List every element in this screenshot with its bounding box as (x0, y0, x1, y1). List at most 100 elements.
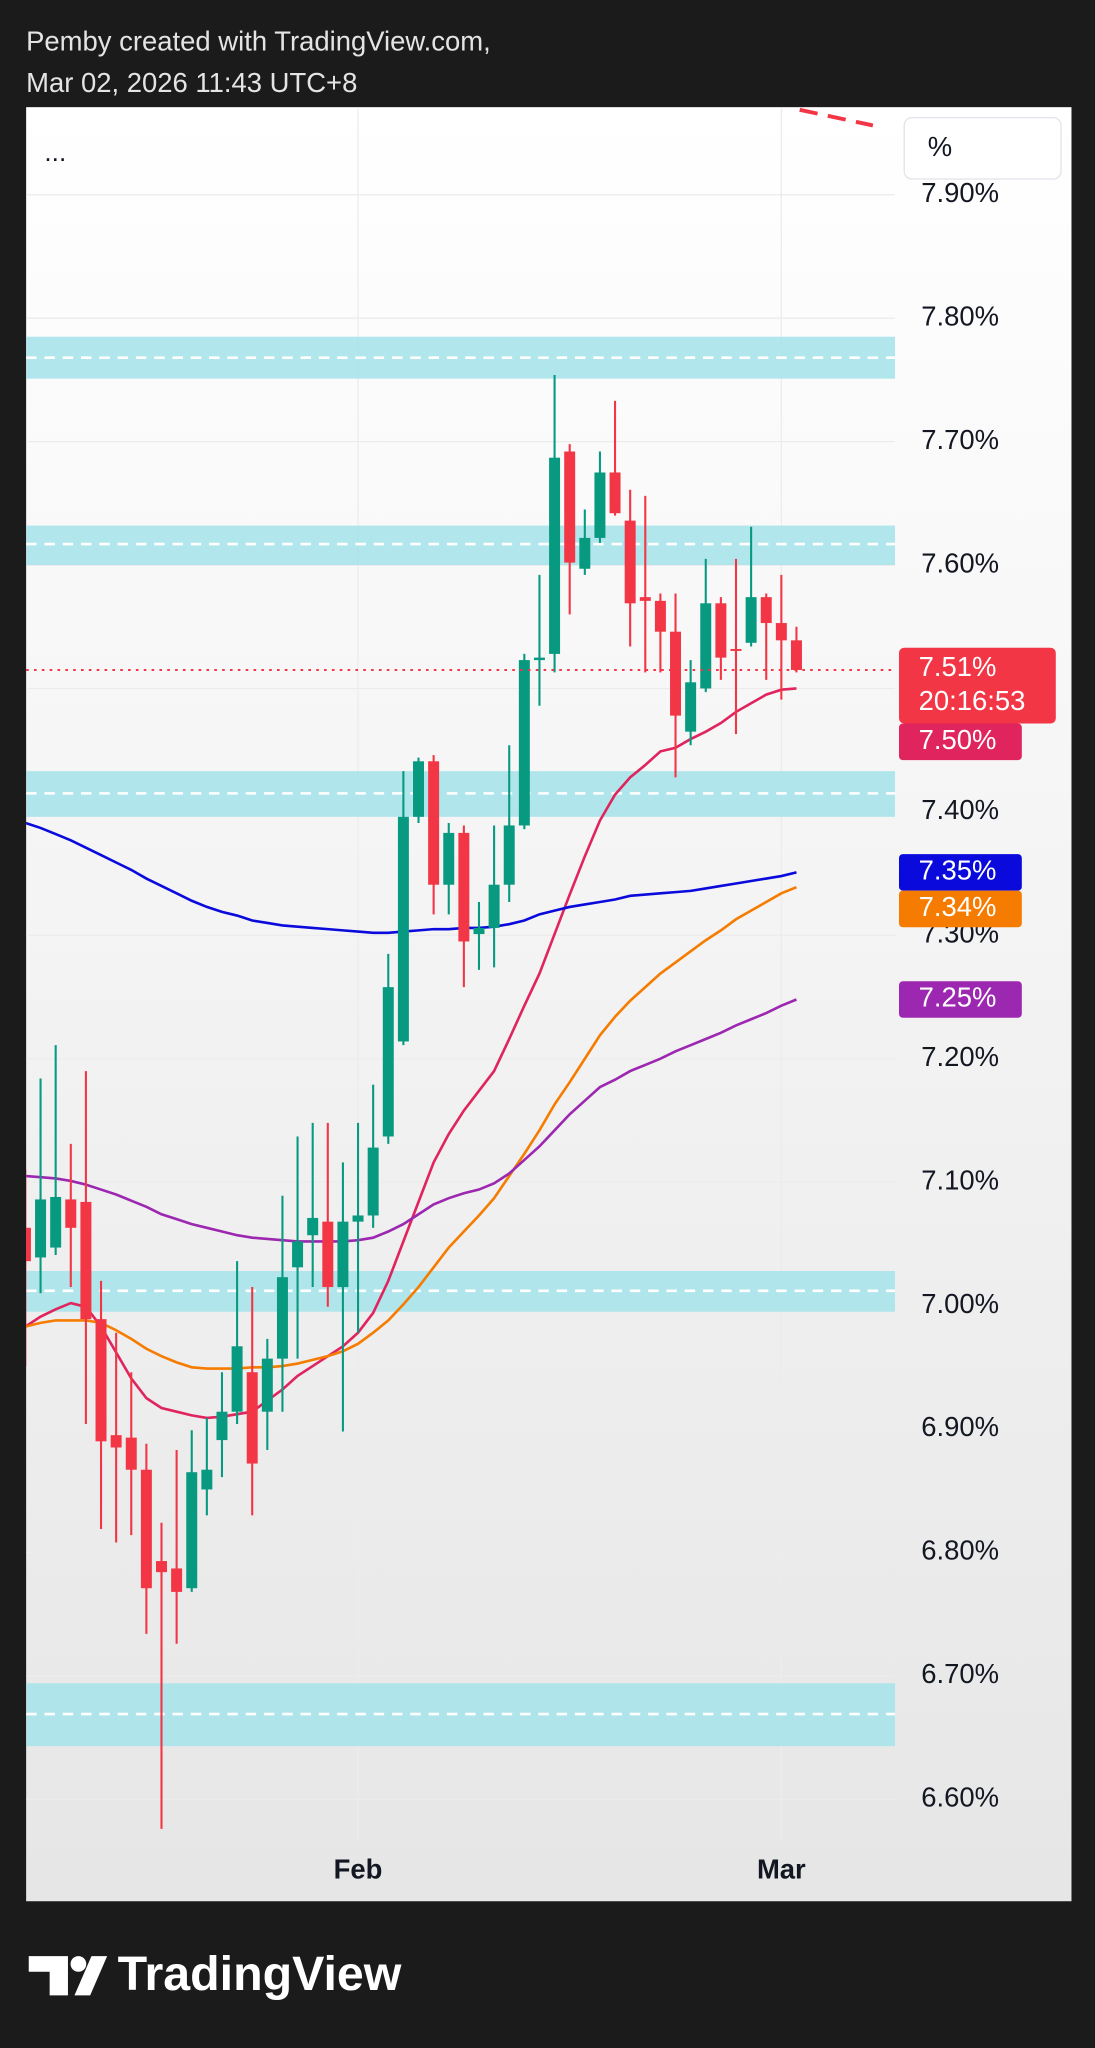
moving-average (26, 885, 797, 1370)
candle-body (503, 825, 515, 885)
candle-body (397, 816, 409, 1042)
candle-body (549, 457, 561, 654)
ma-label: 7.25% (919, 982, 997, 1013)
trend-line (799, 107, 874, 128)
ma-label: 7.50% (919, 724, 997, 755)
candle-body (624, 520, 636, 604)
candle-body (156, 1561, 167, 1573)
candle-body (745, 597, 757, 643)
candle-body (730, 648, 742, 651)
candle-body (700, 603, 712, 689)
logo: TradingView (28, 1947, 402, 2001)
candle-body (428, 761, 440, 885)
plot-area (26, 107, 896, 1843)
last-price-label: 7.51% (919, 651, 997, 682)
price-axis: 6.60%6.70%6.80%6.90%7.00%7.10%7.20%7.30%… (898, 177, 1056, 1812)
candle-body (670, 631, 682, 716)
candle-body (292, 1241, 304, 1268)
candle-body (488, 884, 500, 928)
candle-body (322, 1221, 334, 1288)
candle-body (50, 1196, 62, 1248)
unit-box[interactable] (903, 116, 1062, 180)
candle-body (382, 987, 394, 1137)
countdown-label: 20:16:53 (919, 685, 1026, 716)
ma-label-box (898, 890, 1022, 928)
candle-body (367, 1147, 379, 1216)
moving-average (26, 687, 797, 1420)
y-tick-label: 6.70% (921, 1658, 999, 1689)
header-line: Mar 02, 2026 11:43 UTC+8 (26, 67, 357, 98)
ma-label-box (898, 723, 1022, 761)
candle-body (685, 682, 697, 732)
candle-body (639, 597, 651, 601)
candle-body (65, 1199, 77, 1228)
logo-mark (28, 1956, 68, 1996)
unit-label: % (928, 131, 952, 162)
candle-body (80, 1201, 92, 1320)
y-tick-label: 7.10% (921, 1164, 999, 1195)
candle-body (533, 657, 545, 661)
candle-body (171, 1568, 183, 1592)
candle-body (352, 1215, 364, 1222)
candle-body (140, 1469, 152, 1589)
candle-body (307, 1217, 319, 1236)
candle-body (473, 927, 485, 935)
y-tick-label: 7.90% (921, 177, 999, 208)
candle-body (110, 1435, 122, 1448)
y-tick-label: 6.90% (921, 1411, 999, 1442)
candle-body (760, 597, 772, 624)
zone (26, 336, 896, 379)
x-tick-label: Feb (334, 1853, 383, 1884)
ma-label-box (898, 854, 1022, 891)
ma-label: 7.35% (919, 855, 997, 886)
candle-body (186, 1472, 198, 1589)
candle-body (276, 1277, 288, 1359)
candle-body (125, 1437, 137, 1470)
moving-average (26, 821, 797, 935)
y-tick-label: 7.80% (921, 300, 999, 331)
zone (26, 1271, 896, 1312)
y-tick-label: 6.60% (921, 1781, 999, 1812)
logo-dot (70, 1956, 87, 1972)
candle-body (443, 832, 455, 885)
candle-body (594, 472, 606, 538)
candle-body (579, 537, 591, 569)
y-tick-label: 7.40% (921, 794, 999, 825)
candle-body (413, 761, 424, 817)
candle-body (26, 1227, 31, 1262)
candle-body (261, 1358, 273, 1412)
chart-panel (26, 107, 1072, 1902)
candle-body (654, 600, 666, 632)
y-tick-label: 7.00% (921, 1288, 999, 1319)
logo-slash (74, 1956, 108, 1996)
zone (26, 771, 896, 817)
logo-text: TradingView (118, 1947, 402, 2001)
candle-body (201, 1469, 213, 1490)
moving-average (26, 998, 797, 1243)
candle-body (231, 1346, 243, 1412)
ma-label-box (898, 981, 1022, 1018)
candle-body (246, 1372, 258, 1464)
y-tick-label: 7.60% (921, 547, 999, 578)
last-price-box (898, 647, 1056, 724)
candle-body (518, 660, 530, 826)
candle-body (564, 451, 576, 563)
candle-body (95, 1319, 107, 1442)
x-tick-label: Mar (757, 1853, 806, 1884)
candle-body (715, 603, 727, 658)
ma-label: 7.34% (919, 891, 997, 922)
y-tick-label: 7.70% (921, 424, 999, 455)
candle-body (775, 623, 787, 641)
candle-body (35, 1199, 47, 1258)
y-tick-label: 6.80% (921, 1535, 999, 1566)
zone (26, 1683, 896, 1747)
candle-body (458, 832, 470, 942)
header-line: Pemby created with TradingView.com, (26, 25, 491, 56)
candle-body (609, 472, 621, 514)
y-tick-label: 7.20% (921, 1041, 999, 1072)
candle-body (790, 640, 802, 670)
menu-button[interactable]: ... (44, 137, 66, 167)
candle-body (337, 1221, 349, 1288)
candle-body (216, 1411, 228, 1441)
